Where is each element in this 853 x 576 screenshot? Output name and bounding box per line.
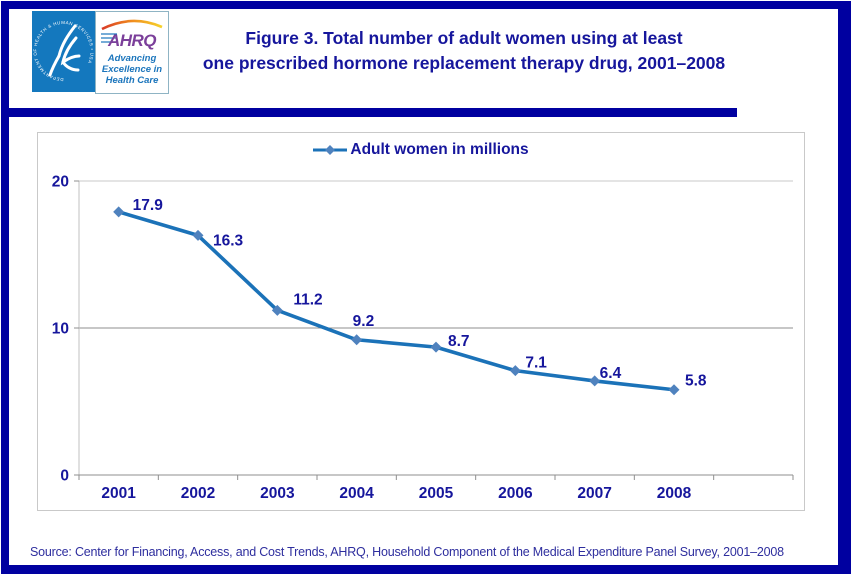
data-point-label: 8.7: [448, 333, 470, 350]
data-point-marker: [113, 206, 125, 218]
x-tick-label: 2004: [339, 485, 374, 502]
page-title-line2: one prescribed hormone replacement thera…: [202, 53, 726, 73]
data-point-label: 5.8: [685, 373, 707, 390]
ahrq-tagline-3: Health Care: [106, 75, 160, 86]
data-point-marker: [430, 341, 442, 353]
header-divider: [2, 108, 737, 117]
data-point-marker: [192, 229, 204, 241]
x-tick-label: 2008: [657, 485, 692, 502]
legend-diamond: [325, 145, 336, 155]
ahrq-acronym: AHRQ: [107, 31, 156, 50]
data-point-marker: [509, 365, 521, 377]
stripes-icon: [101, 33, 117, 43]
chart-container: Adult women in millions 0 10 20 2001 2002 200…: [37, 132, 805, 511]
x-tick-label: 2001: [101, 485, 136, 502]
legend-label: Adult women in millions: [350, 141, 529, 158]
y-tick-label: 10: [52, 321, 69, 338]
chart-svg: 0 10 20 2001 2002 2003 2004 2005 2006 2007 2008 17.…: [52, 174, 794, 502]
x-tick-label: 2007: [577, 485, 611, 502]
data-point-label: 7.1: [525, 355, 547, 372]
eagle-glyph: [48, 24, 81, 77]
page-title-line1: Figure 3. Total number of adult women us…: [245, 28, 683, 48]
rainbow-arc-icon: [101, 19, 163, 31]
data-point-marker: [668, 384, 680, 396]
data-point-marker: [271, 304, 283, 316]
data-point-label: 9.2: [353, 313, 375, 330]
ahrq-hhs-logo: DEPARTMENT OF HEALTH & HUMAN SERVICES • …: [32, 11, 169, 94]
data-point-label: 17.9: [133, 197, 164, 214]
y-tick-label: 0: [60, 468, 69, 485]
source-note: Source: Center for Financing, Access, an…: [30, 545, 784, 559]
y-tick-label: 20: [52, 174, 69, 191]
ahrq-tagline-2: Excellence in: [102, 64, 162, 75]
hhs-eagle-icon: DEPARTMENT OF HEALTH & HUMAN SERVICES • …: [32, 11, 95, 92]
data-point-label: 11.2: [293, 291, 322, 308]
chart-legend: Adult women in millions: [38, 141, 804, 159]
x-tick-label: 2003: [260, 485, 295, 502]
data-point-label: 16.3: [213, 232, 244, 249]
x-tick-label: 2006: [498, 485, 533, 502]
page-title: Figure 3. Total number of adult women us…: [158, 26, 770, 76]
data-point-label: 6.4: [600, 365, 622, 382]
data-point-marker: [589, 375, 601, 387]
ahrq-tagline-1: Advancing: [107, 53, 157, 64]
legend-line-marker-icon: [313, 145, 348, 155]
data-point-marker: [351, 334, 363, 346]
x-tick-label: 2005: [419, 485, 454, 502]
header: DEPARTMENT OF HEALTH & HUMAN SERVICES • …: [0, 0, 853, 108]
x-tick-label: 2002: [181, 485, 215, 502]
data-line: [116, 210, 676, 392]
ahrq-wordmark: AHRQ Advancing Excellence in Health Care: [95, 11, 169, 94]
